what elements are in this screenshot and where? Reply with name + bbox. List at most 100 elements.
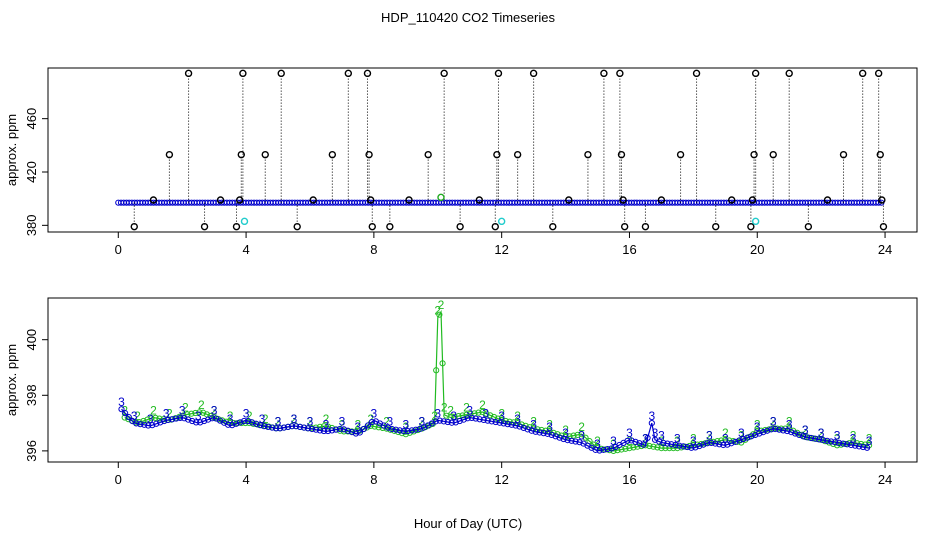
series-3-point	[240, 417, 248, 425]
series-2-point	[622, 445, 629, 452]
x-axis-label: Hour of Day (UTC)	[414, 516, 522, 531]
series-3-point	[252, 420, 260, 427]
series-3-point	[576, 439, 583, 446]
series-2-point	[582, 434, 589, 441]
series-2-marker: 2	[246, 409, 253, 423]
series-2-marker: 2	[227, 409, 234, 423]
series-2-point	[336, 427, 344, 434]
series-3-point	[352, 430, 360, 437]
spike-point	[858, 69, 867, 78]
series-3-point	[840, 440, 847, 447]
series-3-point	[456, 417, 463, 425]
series-3-point	[225, 421, 232, 428]
series-3-point	[608, 445, 615, 452]
series-2-marker: 2	[383, 415, 390, 429]
series-3-point	[440, 418, 447, 425]
series-3-point	[664, 440, 671, 447]
series-3-point	[836, 439, 843, 446]
series-3-point	[460, 416, 467, 423]
series-3-point	[149, 422, 156, 429]
spike-point	[878, 196, 886, 204]
series-3-point	[308, 425, 316, 433]
series-3-point	[145, 422, 152, 429]
spike-point	[619, 196, 627, 204]
x-tick-label: 12	[494, 472, 508, 487]
series-2-point	[316, 423, 324, 431]
series-3-point	[536, 429, 543, 436]
series-2-point	[463, 411, 470, 418]
y-tick-label: 398	[24, 384, 39, 406]
spike-point	[876, 150, 884, 159]
series-3-point	[859, 443, 867, 451]
series-2-marker: 2	[134, 409, 141, 423]
series-3-marker: 3	[307, 415, 314, 429]
series-3-marker: 3	[658, 429, 665, 443]
series-2-marker: 2	[610, 437, 617, 451]
series-3-marker: 3	[514, 412, 521, 426]
figure-title: HDP_110420 CO2 Timeseries	[381, 10, 555, 25]
series-3-point	[500, 420, 507, 427]
series-3-marker: 3	[227, 412, 234, 426]
series-2-marker: 2	[291, 412, 298, 426]
series-3-point	[800, 433, 807, 440]
series-3-point	[173, 415, 180, 422]
spike-point	[293, 222, 301, 231]
series-3-point	[708, 439, 715, 446]
series-3-point	[153, 420, 160, 427]
series-3-point	[260, 423, 268, 430]
series-3-point	[412, 426, 419, 433]
spike-point	[366, 196, 375, 204]
series-3-point	[181, 415, 188, 422]
spike-point	[261, 150, 269, 159]
series-3-point	[157, 419, 164, 426]
series-3-point	[496, 419, 503, 426]
series-2-marker: 2	[447, 404, 454, 418]
series-3-point	[137, 421, 144, 428]
spike-point	[440, 69, 448, 78]
spike-point	[456, 222, 464, 231]
spike-point	[277, 69, 285, 78]
series-3-point	[600, 446, 607, 453]
series-2-point	[487, 412, 494, 419]
series-2-point	[646, 442, 653, 450]
series-3-marker: 3	[163, 406, 170, 420]
series-2-point	[436, 311, 443, 318]
spike-point	[529, 69, 538, 78]
series-3-point	[648, 419, 655, 427]
series-3-point	[672, 441, 679, 449]
x-tick-label: 8	[370, 242, 377, 257]
x-tick-label: 0	[115, 472, 122, 487]
spike-point	[657, 196, 666, 204]
series-3-point	[760, 429, 767, 436]
series-3-marker: 3	[323, 417, 330, 431]
series-2-point	[483, 410, 490, 417]
series-2-marker: 2	[594, 434, 601, 448]
series-3-point	[464, 415, 471, 422]
series-2-point	[200, 409, 207, 416]
series-2-marker: 2	[150, 404, 157, 418]
series-2-marker: 2	[166, 406, 173, 420]
series-3-point	[177, 414, 184, 421]
top-plot-frame	[47, 67, 918, 233]
series-3-point	[368, 418, 375, 426]
series-3-point	[764, 427, 771, 434]
series-2-marker: 2	[479, 398, 486, 412]
series-2-point	[324, 423, 332, 430]
spike-point	[804, 222, 813, 231]
x-tick-label: 4	[242, 472, 249, 487]
series-2-marker: 2	[355, 417, 362, 431]
series-3-marker: 3	[402, 417, 409, 431]
series-3-marker: 3	[179, 404, 186, 418]
series-3-point	[396, 427, 403, 434]
y-tick-label: 380	[24, 214, 39, 236]
series-2-marker: 2	[642, 431, 649, 445]
series-3-marker: 3	[648, 409, 655, 423]
series-3-point	[832, 439, 839, 446]
series-3-point	[604, 446, 611, 453]
cyan-point	[751, 217, 760, 226]
series-2-point	[375, 424, 382, 431]
x-tick-label: 20	[750, 472, 764, 487]
series-2-point	[148, 415, 155, 422]
spike-point	[368, 222, 376, 231]
